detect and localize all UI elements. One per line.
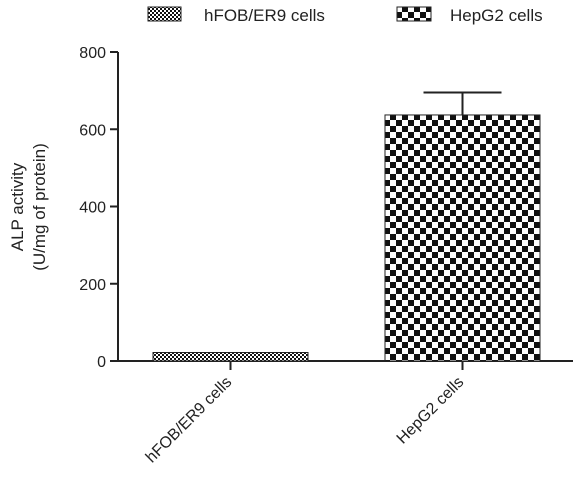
legend-label-hepg2: HepG2 cells xyxy=(450,6,543,25)
legend-swatch-hfob xyxy=(147,6,182,22)
legend-swatch-hepg2 xyxy=(396,6,432,22)
legend: hFOB/ER9 cells HepG2 cells xyxy=(147,6,543,25)
y-tick-label-2: 400 xyxy=(79,200,106,217)
bars xyxy=(152,114,541,362)
y-tick-label-3: 600 xyxy=(79,122,106,139)
x-tick-label-1: HepG2 cells xyxy=(394,374,468,448)
y-tick-label-1: 200 xyxy=(79,277,106,294)
y-axis-title: ALP activity (U/mg of protein) xyxy=(8,143,49,271)
y-tick-label-0: 0 xyxy=(97,354,106,371)
bar-hepg2 xyxy=(384,114,541,362)
y-tick-labels: 0 200 400 600 800 xyxy=(79,45,106,371)
legend-label-hfob: hFOB/ER9 cells xyxy=(204,6,325,25)
y-ticks xyxy=(110,51,118,362)
x-tick-label-0: hFOB/ER9 cells xyxy=(143,374,235,466)
y-axis-title-line-1: ALP activity xyxy=(8,162,27,251)
y-axis-title-line-2: (U/mg of protein) xyxy=(30,143,49,271)
error-bars xyxy=(423,91,502,115)
legend-entry-hfob: hFOB/ER9 cells xyxy=(147,6,325,25)
y-tick-label-4: 800 xyxy=(79,45,106,62)
bar-hfob xyxy=(152,352,309,362)
x-tick-labels: hFOB/ER9 cells HepG2 cells xyxy=(143,374,467,466)
legend-entry-hepg2: HepG2 cells xyxy=(396,6,543,25)
x-ticks xyxy=(229,361,464,370)
